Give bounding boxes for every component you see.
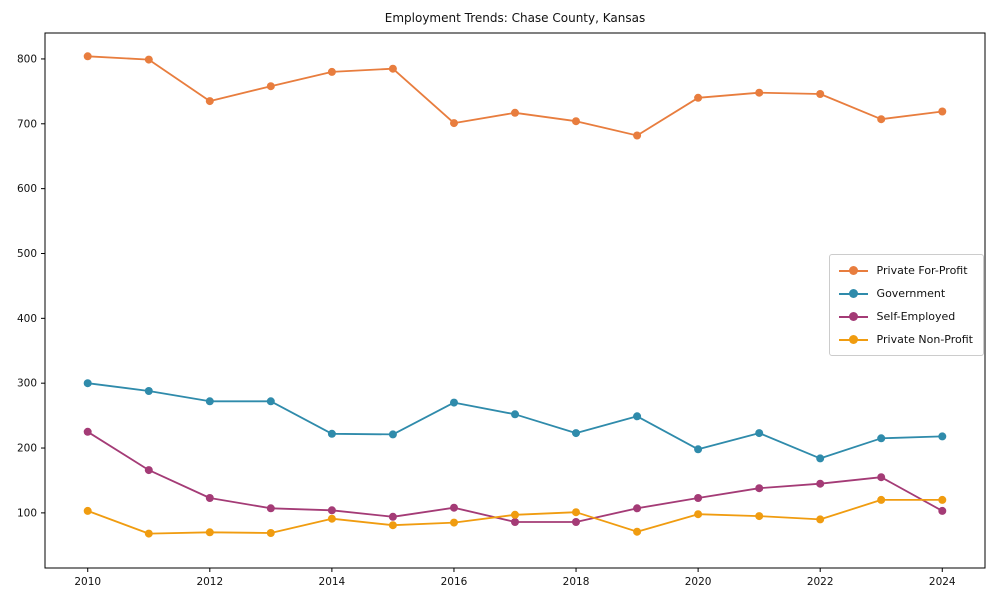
series-marker-self-employed [877,473,886,482]
series-line-private-for-profit [87,55,943,137]
series-marker-self-employed [83,427,92,436]
series-marker-self-employed [205,494,214,502]
legend-swatch-self-employed [838,311,868,322]
series-marker-self-employed [572,518,580,526]
y-tick-label: 700 [17,118,37,130]
series-marker-self-employed [388,512,397,521]
series-marker-private-for-profit [938,107,947,116]
legend-label-self-employed: Self-Employed [876,310,956,323]
series-marker-private-for-profit [205,97,214,106]
legend-item-self-employed: Self-Employed [838,308,973,325]
x-tick-label: 2010 [74,576,101,588]
legend: Private For-Profit Government Self-Employe… [828,254,984,356]
series-marker-private-non-profit [83,506,92,515]
series-marker-private-non-profit [755,512,764,521]
series-line-government [87,382,943,460]
series-marker-government [388,430,397,439]
legend-item-private-non-profit: Private Non-Profit [838,331,973,348]
series-marker-private-for-profit [144,55,153,64]
y-tick-label: 600 [17,183,37,195]
series-marker-government [511,410,519,419]
y-tick-label: 800 [17,53,37,65]
series-marker-private-non-profit [572,508,580,517]
legend-swatch-government [838,288,868,299]
series-marker-self-employed [144,466,153,475]
series-marker-private-for-profit [877,115,886,124]
series-marker-private-for-profit [511,108,519,117]
x-tick-label: 2012 [196,576,223,588]
series-marker-self-employed [327,506,336,515]
series-marker-private-for-profit [388,64,397,73]
y-tick-label: 500 [17,248,37,260]
legend-label-private-for-profit: Private For-Profit [876,264,968,277]
series-marker-private-non-profit [938,495,947,504]
series-marker-self-employed [938,506,947,515]
x-tick-label: 2020 [685,576,712,588]
series-marker-private-non-profit [816,515,825,524]
series-marker-government [205,397,214,406]
series-marker-self-employed [694,494,703,502]
legend-swatch-private-non-profit [838,334,868,345]
series-marker-private-non-profit [327,514,336,523]
series-marker-government [694,445,703,454]
series-marker-private-for-profit [450,119,458,128]
series-marker-private-non-profit [388,521,397,530]
chart-title: Employment Trends: Chase County, Kansas [384,11,646,25]
series-marker-government [877,434,886,443]
series-marker-private-for-profit [327,67,336,76]
x-tick-label: 2018 [563,576,590,588]
series-marker-private-for-profit [633,131,642,140]
series-marker-self-employed [633,504,642,513]
x-tick-label: 2016 [441,576,468,588]
x-tick-label: 2024 [929,576,956,588]
series-marker-private-non-profit [633,527,642,536]
legend-label-private-non-profit: Private Non-Profit [876,333,973,346]
y-tick-label: 100 [17,507,37,519]
series-marker-government [266,397,275,406]
series-marker-government [755,429,764,438]
series-marker-government [938,432,947,441]
series-marker-government [816,454,825,463]
series-marker-self-employed [450,503,458,512]
series-marker-private-non-profit [694,510,703,519]
series-marker-private-for-profit [83,52,92,61]
series-marker-self-employed [755,484,764,493]
series-marker-government [144,387,153,395]
series-marker-government [572,429,580,438]
series-marker-private-non-profit [450,518,458,527]
y-tick-label: 200 [17,443,37,455]
series-marker-government [450,398,458,407]
series-marker-government [83,379,92,388]
series-marker-self-employed [816,479,825,488]
series-marker-self-employed [511,518,519,526]
series-marker-private-for-profit [755,88,764,97]
series-marker-government [633,412,642,421]
x-tick-label: 2022 [807,576,834,588]
series-line-self-employed [87,431,943,523]
plot-border [44,32,986,569]
series-marker-government [327,429,336,438]
series-marker-private-for-profit [694,93,703,102]
y-tick-label: 400 [17,313,37,325]
series-marker-self-employed [266,504,275,513]
series-marker-private-for-profit [572,117,580,126]
legend-swatch-private-for-profit [838,265,868,276]
legend-item-private-for-profit: Private For-Profit [838,262,973,279]
series-marker-private-non-profit [266,529,275,537]
y-tick-label: 300 [17,378,37,390]
x-tick-label: 2014 [319,576,346,588]
series-marker-private-for-profit [266,82,275,91]
legend-label-government: Government [876,287,946,300]
series-marker-private-non-profit [144,529,153,538]
series-marker-private-non-profit [205,528,214,537]
series-marker-private-non-profit [511,510,519,519]
series-marker-private-non-profit [877,495,886,504]
legend-item-government: Government [838,285,973,302]
series-marker-private-for-profit [816,90,825,98]
